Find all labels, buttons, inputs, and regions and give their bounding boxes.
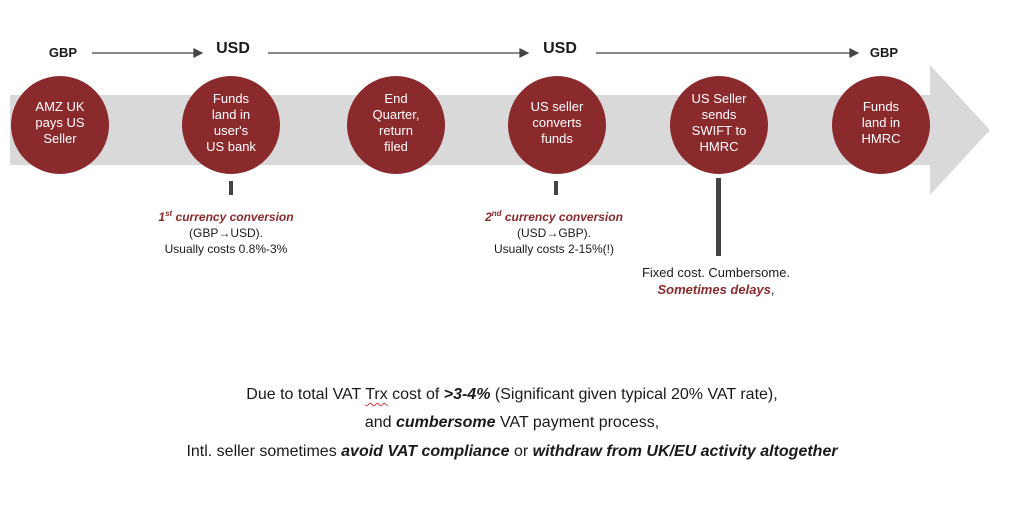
- step-circle-5: [670, 76, 768, 174]
- step-label-amz-uk-pays: AMZ UK pays US Seller: [35, 99, 85, 146]
- summary-3b: or: [509, 443, 533, 460]
- step-label-swift-hmrc: US Seller sends SWIFT to HMRC: [691, 91, 747, 154]
- step-circle-3: [347, 76, 445, 174]
- step-label-funds-us-bank: Funds land in user's US bank: [206, 91, 256, 154]
- currency-label-gbp-end: GBP: [869, 45, 899, 60]
- summary-line-1: Due to total VAT Trx cost of >3-4% (Sign…: [0, 385, 1024, 405]
- note-2-ordinal: 2: [485, 210, 492, 224]
- currency-label-usd-2: USD: [543, 40, 577, 57]
- note-2-sup: nd: [491, 209, 502, 218]
- note-first-conversion: 1st currency conversion (GBP→USD). Usual…: [158, 206, 293, 257]
- note-2-line2: (USD→GBP).: [516, 226, 592, 240]
- summary-1b: cost of: [387, 386, 444, 403]
- summary-line-2: and cumbersome VAT payment process,: [0, 413, 1024, 433]
- summary-1-bold: >3-4%: [443, 386, 491, 403]
- summary-2a: and: [364, 414, 396, 431]
- connector-2: [554, 181, 558, 195]
- currency-flow-arrows: [92, 48, 860, 58]
- summary-1a: Due to total VAT: [246, 386, 366, 403]
- note-2-title: currency conversion: [501, 210, 623, 224]
- summary-3-bold-1: avoid VAT compliance: [341, 443, 510, 460]
- summary-2-bold: cumbersome: [395, 414, 496, 431]
- step-circle-1: [11, 76, 109, 174]
- step-circle-6: [832, 76, 930, 174]
- summary-3a: Intl. seller sometimes: [186, 443, 342, 460]
- step-label-funds-hmrc: Funds land in HMRC: [861, 99, 901, 146]
- step-circle-4: [508, 76, 606, 174]
- connector-3: [716, 178, 721, 256]
- summary-3-bold-2: withdraw from UK/EU activity altogether: [532, 443, 838, 460]
- note-3-suffix: ,: [770, 282, 775, 297]
- note-3-line1: Fixed cost. Cumbersome.: [641, 265, 791, 280]
- summary-2b: VAT payment process,: [495, 414, 660, 431]
- note-2-line3: Usually costs 2-15%(!): [493, 242, 615, 256]
- note-1-line2: (GBP→USD).: [188, 226, 264, 240]
- currency-label-gbp-start: GBP: [48, 45, 78, 60]
- summary-1c: (Significant given typical 20% VAT rate)…: [490, 386, 778, 403]
- step-label-end-quarter: End Quarter, return filed: [372, 91, 420, 154]
- note-connectors: [229, 178, 721, 256]
- note-second-conversion: 2nd currency conversion (USD→GBP). Usual…: [485, 206, 623, 257]
- step-label-seller-converts: US seller converts funds: [530, 99, 584, 146]
- connector-1: [229, 181, 233, 195]
- step-circle-2: [182, 76, 280, 174]
- note-1-line3: Usually costs 0.8%-3%: [164, 242, 288, 256]
- note-1-sup: st: [165, 209, 173, 218]
- note-1-title: currency conversion: [172, 210, 294, 224]
- note-swift-cost: Fixed cost. Cumbersome. Sometimes delays…: [642, 264, 790, 298]
- summary-line-3: Intl. seller sometimes avoid VAT complia…: [0, 442, 1024, 462]
- step-circles: [11, 76, 930, 174]
- currency-label-usd-1: USD: [216, 40, 250, 57]
- note-3-delays: Sometimes delays: [657, 282, 771, 297]
- note-1-ordinal: 1: [158, 210, 166, 224]
- summary-trx: Trx: [365, 386, 388, 403]
